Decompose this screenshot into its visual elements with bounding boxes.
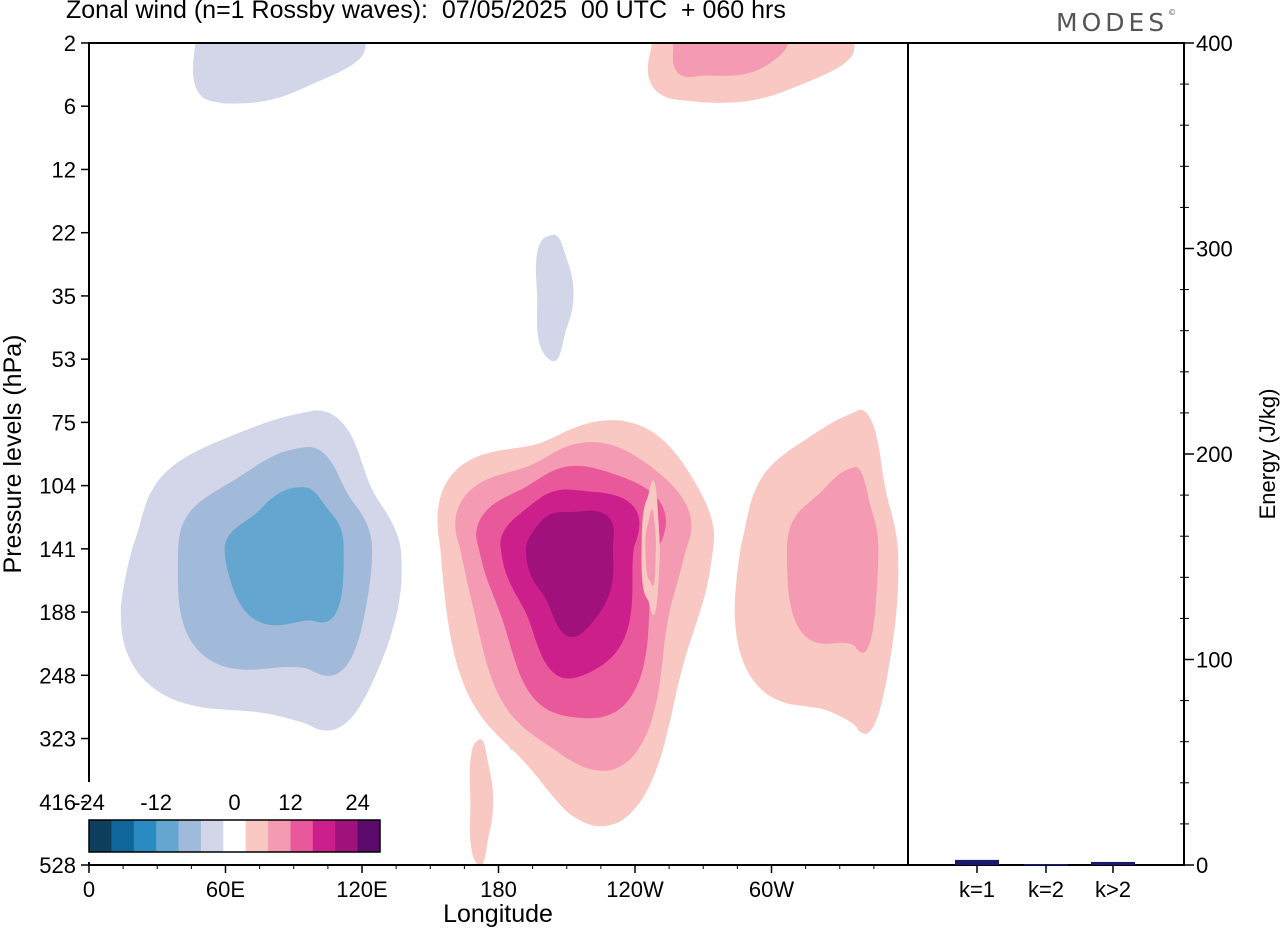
colorbar-label: -12 (140, 790, 172, 815)
colorbar-swatch (245, 820, 269, 852)
contour-feature (641, 480, 660, 616)
x-tick-label: 60E (206, 877, 245, 902)
y-axis: 2 6 12 22 35 53 75 104 141 188 248 323 416 528 (39, 31, 89, 878)
colorbar-swatch (290, 820, 314, 852)
contour-band (525, 510, 614, 638)
contour-band (786, 467, 879, 653)
energy-tick-label: 300 (1196, 237, 1233, 262)
contour-feature (535, 234, 574, 362)
colorbar-label: 24 (345, 790, 369, 815)
colorbar-label: 0 (228, 790, 240, 815)
y-tick-label: 6 (64, 94, 76, 119)
y-tick-label: 12 (52, 157, 76, 182)
colorbar-swatch (223, 820, 247, 852)
contour-band (469, 739, 494, 865)
y-tick-label: 35 (52, 284, 76, 309)
energy-bar (1024, 864, 1068, 866)
contour-band (535, 234, 574, 362)
contour-band (192, 43, 366, 104)
colorbar-swatch (312, 820, 336, 852)
contour-feature (647, 43, 855, 103)
contour-feature (734, 409, 899, 734)
x-axis-label: Longitude (443, 900, 553, 928)
y-tick-label: 22 (52, 221, 76, 246)
colorbar-swatch (178, 820, 202, 852)
y-tick-label: 104 (39, 474, 76, 499)
y-tick-label: 188 (39, 600, 76, 625)
y-axis-label: Pressure levels (hPa) (0, 335, 27, 574)
brand-logo: MODES© (1056, 8, 1176, 37)
energy-category-label: k>2 (1095, 877, 1131, 902)
colorbar-swatch (133, 820, 157, 852)
colorbar-swatch (335, 820, 359, 852)
energy-axis: 0 100 200 300 400 (1180, 31, 1233, 878)
x-tick-label: 120E (336, 877, 387, 902)
colorbar-swatch (156, 820, 180, 852)
colorbar-swatch (111, 820, 135, 852)
energy-bar (955, 859, 999, 865)
x-axis: 0 60E 120E 180 120W 60W (83, 865, 875, 902)
contour-feature (437, 420, 715, 827)
x-tick-label: 60W (749, 877, 794, 902)
colorbar-swatch (268, 820, 291, 852)
contour-band (224, 487, 344, 626)
colorbar-label: -24 (73, 790, 105, 815)
contour-band (645, 509, 656, 587)
y-tick-label: 248 (39, 663, 76, 688)
y-tick-label: 75 (52, 410, 76, 435)
energy-category-label: k=2 (1028, 877, 1064, 902)
contour-band (672, 43, 788, 78)
colorbar-swatch (200, 820, 224, 852)
x-tick-label: 180 (480, 877, 517, 902)
brand-mark: © (1168, 8, 1177, 17)
energy-tick-label: 200 (1196, 442, 1233, 467)
contour-feature (192, 43, 366, 104)
energy-tick-label: 0 (1196, 853, 1208, 878)
brand-text: MODES (1056, 8, 1169, 37)
energy-category-label: k=1 (959, 877, 995, 902)
energy-tick-label: 400 (1196, 31, 1233, 56)
contour-feature (120, 410, 402, 731)
y-tick-label: 141 (39, 537, 76, 562)
x-tick-label: 120W (606, 877, 664, 902)
colorbar-label: 12 (278, 790, 302, 815)
x-tick-label: 0 (83, 877, 95, 902)
chart-title: Zonal wind (n=1 Rossby waves): 07/05/202… (66, 0, 786, 24)
contour-field (120, 43, 899, 865)
y-tick-label: 53 (52, 347, 76, 372)
colorbar-frame (88, 819, 381, 853)
energy-bar (1091, 861, 1135, 865)
colorbar: -24 -12 0 12 24 (73, 782, 382, 862)
colorbar-swatch (357, 820, 381, 852)
energy-bars: k=1 k=2 k>2 (955, 859, 1135, 902)
y-tick-label: 416 (39, 790, 76, 815)
energy-panel-frame (907, 42, 1185, 866)
y-tick-label: 323 (39, 727, 76, 752)
energy-tick-label: 100 (1196, 648, 1233, 673)
y-tick-label: 2 (64, 31, 76, 56)
colorbar-swatch (89, 820, 112, 852)
y-tick-label: 528 (39, 853, 76, 878)
energy-axis-label: Energy (J/kg) (1255, 389, 1280, 520)
contour-feature (469, 739, 494, 865)
